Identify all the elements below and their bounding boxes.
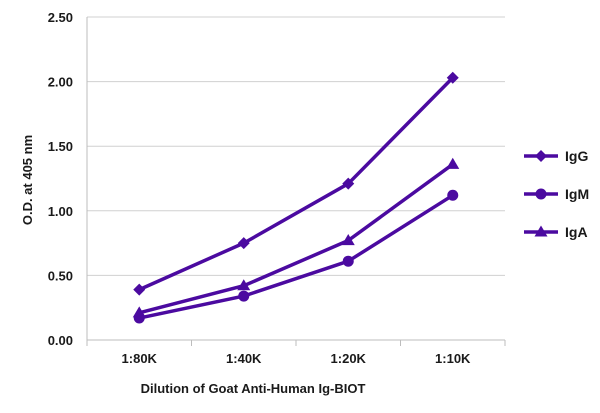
data-point — [446, 71, 459, 84]
data-point — [446, 157, 460, 169]
legend-item: IgA — [524, 224, 588, 240]
gridlines — [87, 16, 505, 276]
x-tick-label: 1:10K — [435, 351, 471, 366]
y-tick-label: 0.00 — [48, 333, 73, 348]
series-IgG — [133, 71, 459, 296]
legend-marker — [534, 225, 548, 237]
legend: IgG IgM IgA — [524, 148, 589, 240]
x-tick-label: 1:20K — [331, 351, 367, 366]
series-IgM — [133, 189, 459, 324]
data-point — [132, 306, 146, 318]
legend-label: IgG — [565, 148, 588, 164]
y-tick-label: 0.50 — [48, 268, 73, 283]
data-point — [133, 283, 146, 296]
x-axis-title: Dilution of Goat Anti-Human Ig-BIOT — [141, 381, 366, 396]
legend-label: IgA — [565, 224, 588, 240]
legend-marker — [535, 150, 547, 162]
series-line — [138, 76, 454, 292]
data-point — [342, 177, 355, 190]
y-axis-title: O.D. at 405 nm — [20, 135, 35, 225]
x-tick-label: 1:40K — [226, 351, 262, 366]
series-line — [138, 162, 454, 315]
y-tick-label: 2.00 — [48, 75, 73, 90]
legend-marker — [535, 188, 547, 200]
legend-item: IgG — [524, 148, 588, 164]
legend-item: IgM — [524, 186, 589, 202]
data-point — [447, 189, 459, 201]
series-group — [132, 71, 460, 324]
series-line — [138, 193, 454, 320]
series-IgA — [132, 157, 460, 318]
data-point — [342, 255, 354, 267]
y-tick-label: 1.00 — [48, 204, 73, 219]
y-tick-label: 2.50 — [48, 10, 73, 25]
x-tick-label: 1:80K — [122, 351, 158, 366]
data-point — [341, 234, 355, 246]
data-point — [237, 237, 250, 250]
data-point — [237, 279, 251, 291]
y-tick-label: 1.50 — [48, 139, 73, 154]
data-point — [238, 290, 250, 302]
legend-label: IgM — [565, 186, 589, 202]
axes: 0.00 0.50 1.00 1.50 2.00 2.50 1:80K 1:40K 1:20K 1… — [48, 10, 506, 366]
